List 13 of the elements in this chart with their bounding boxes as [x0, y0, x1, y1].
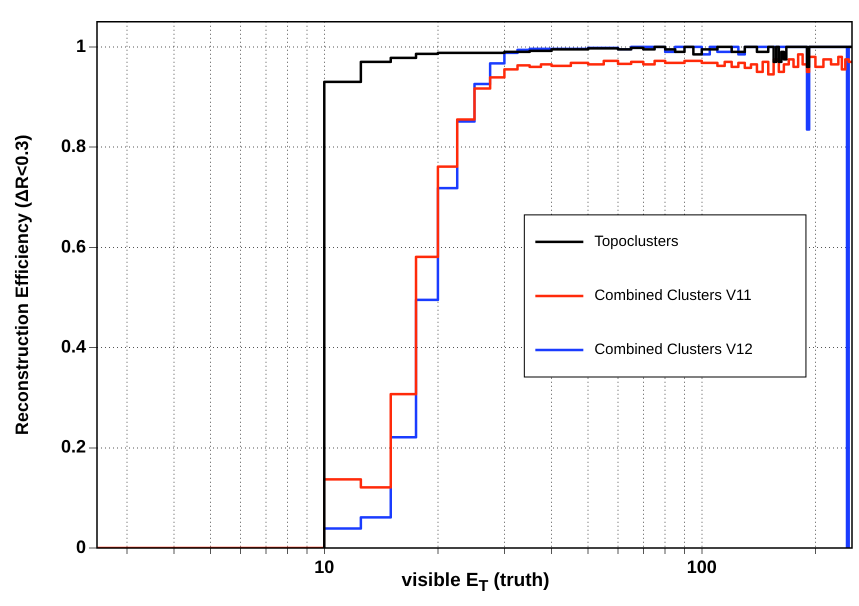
x-axis-title: visible E$_{T}$ (truth): [402, 570, 550, 595]
y-tick-label: 0.2: [60, 436, 86, 457]
x-tick-label: 10: [314, 556, 334, 577]
legend-label: Combined Clusters V11: [594, 287, 752, 304]
y-tick-label: 0.4: [60, 336, 86, 357]
y-tick-label: 0.6: [60, 236, 86, 256]
y-tick-label: 0: [76, 536, 86, 557]
y-axis-title: Reconstruction Efficiency (ΔR<0.3): [12, 134, 32, 436]
legend-label: Topoclusters: [594, 233, 679, 250]
y-tick-label: 0.8: [60, 136, 86, 156]
legend-label: Combined Clusters V12: [594, 341, 753, 358]
y-tick-label: 1: [76, 36, 86, 56]
x-tick-label: 100: [686, 556, 717, 577]
